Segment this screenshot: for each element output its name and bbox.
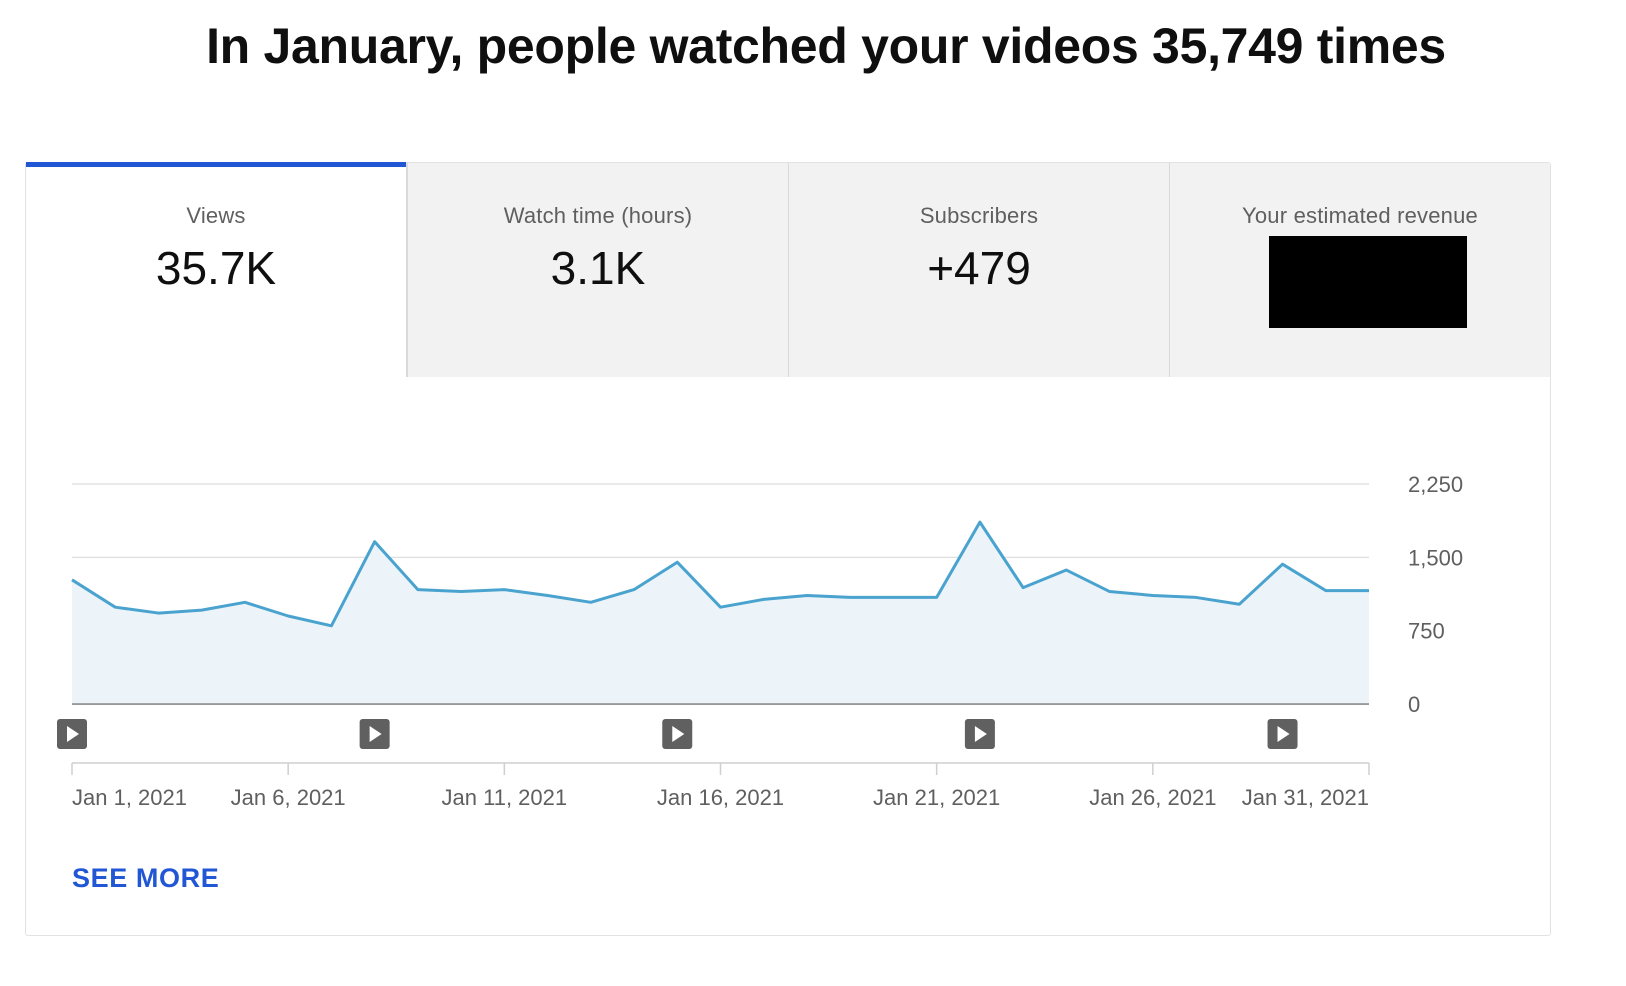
series-area: [72, 522, 1369, 704]
tab-watch-time[interactable]: Watch time (hours) 3.1K: [407, 163, 788, 377]
tab-watch-time-value: 3.1K: [550, 242, 646, 294]
video-marker-play-icon[interactable]: [1267, 719, 1298, 749]
y-tick-label: 750: [1408, 619, 1445, 644]
x-tick-label: Jan 6, 2021: [231, 785, 346, 810]
tab-subscribers-value: +479: [927, 242, 1031, 294]
video-marker-play-icon[interactable]: [359, 719, 390, 749]
tab-watch-time-label: Watch time (hours): [503, 203, 693, 228]
analytics-card: Views 35.7K Watch time (hours) 3.1K Subs…: [25, 162, 1551, 936]
tab-views[interactable]: Views 35.7K: [26, 162, 407, 377]
y-tick-label: 1,500: [1408, 545, 1463, 570]
tab-views-value: 35.7K: [155, 242, 277, 294]
see-more-button[interactable]: SEE MORE: [72, 863, 220, 893]
series-line: [71, 520, 1369, 628]
tab-views-label: Views: [186, 203, 246, 228]
revenue-redaction-box: [1269, 236, 1467, 328]
x-tick-label: Jan 11, 2021: [442, 785, 568, 810]
y-tick-label: 2,250: [1408, 472, 1463, 497]
views-chart: 2,250 1,500 750 0 Jan 1, 2021 Jan 6, 2021 Jan …: [26, 377, 1552, 837]
video-marker-play-icon[interactable]: [57, 719, 87, 749]
x-tick-label: Jan 21, 2021: [873, 785, 1000, 810]
video-marker-play-icon[interactable]: [964, 719, 995, 749]
x-tick-label: Jan 16, 2021: [657, 785, 784, 810]
metric-tabs: Views 35.7K Watch time (hours) 3.1K Subs…: [26, 162, 1550, 377]
tab-revenue-label: Your estimated revenue: [1242, 203, 1478, 228]
video-marker-play-icon[interactable]: [662, 719, 693, 749]
views-chart-svg: 2,250 1,500 750 0 Jan 1, 2021 Jan 6, 2021 Jan …: [57, 472, 1463, 810]
tab-estimated-revenue[interactable]: Your estimated revenue: [1169, 163, 1550, 377]
y-tick-label: 0: [1408, 692, 1420, 717]
x-tick-label: Jan 26, 2021: [1089, 785, 1216, 810]
page-headline: In January, people watched your videos 3…: [206, 18, 1446, 74]
tab-subscribers-label: Subscribers: [919, 203, 1039, 228]
x-tick-label: Jan 31, 2021: [1242, 785, 1369, 810]
x-tick-label: Jan 1, 2021: [72, 785, 187, 810]
tab-subscribers[interactable]: Subscribers +479: [788, 163, 1169, 377]
